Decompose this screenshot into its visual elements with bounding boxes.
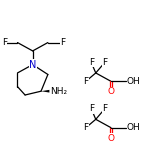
Text: N: N [29,60,36,70]
Text: F: F [83,123,88,132]
Polygon shape [41,90,49,93]
Text: OH: OH [127,77,140,86]
Text: F: F [89,104,94,113]
Text: F: F [102,104,107,113]
Text: OH: OH [127,123,140,132]
Text: F: F [83,77,88,86]
Text: O: O [107,134,114,143]
Text: NH₂: NH₂ [50,87,67,96]
Text: F: F [89,58,94,67]
Text: O: O [107,87,114,97]
Text: F: F [2,38,7,47]
Text: F: F [60,38,66,47]
Text: F: F [102,58,107,67]
